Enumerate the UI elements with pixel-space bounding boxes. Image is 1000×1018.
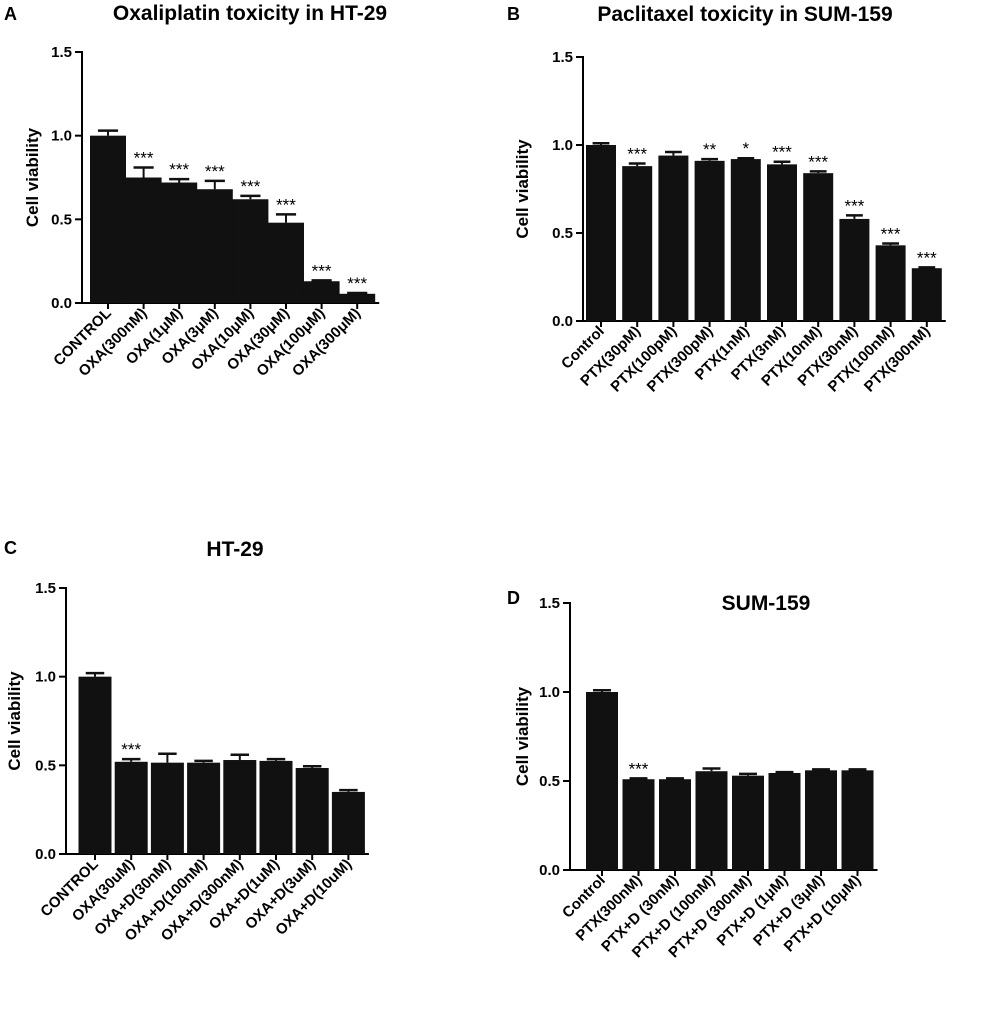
significance-label: *** (276, 195, 296, 214)
bar (78, 676, 112, 854)
chart-title: HT-29 (206, 538, 263, 561)
bar (161, 182, 198, 303)
panel-b: B Paclitaxel toxicity in SUM-159 Cell viab… (507, 3, 946, 396)
bar (586, 145, 616, 321)
bar (114, 761, 148, 854)
y-tick-label: 0.0 (552, 313, 573, 330)
significance-label: *** (917, 248, 937, 267)
bar (232, 199, 269, 303)
y-axis-label: Cell viability (5, 671, 24, 771)
significance-label: *** (347, 274, 367, 293)
significance-label: *** (629, 759, 649, 778)
y-axis-label: Cell viability (23, 127, 42, 227)
significance-label: *** (169, 160, 189, 179)
significance-label: ** (703, 140, 717, 159)
bar (730, 159, 761, 321)
bar (841, 770, 874, 870)
bar (196, 189, 233, 303)
panel-letter: D (507, 588, 520, 608)
bar (223, 760, 257, 854)
y-tick-label: 1.0 (51, 128, 72, 145)
bar (339, 293, 376, 303)
bar (622, 166, 653, 321)
significance-label: *** (881, 225, 901, 244)
significance-label: *** (121, 740, 141, 759)
bar (303, 281, 340, 303)
chart-title: Paclitaxel toxicity in SUM-159 (597, 3, 892, 26)
chart-title: Oxaliplatin toxicity in HT-29 (113, 2, 387, 25)
panel-letter: A (4, 4, 17, 24)
y-tick-label: 1.5 (51, 44, 72, 61)
bar (659, 779, 691, 870)
bar (259, 760, 293, 854)
bar (622, 779, 655, 870)
bar (125, 177, 162, 303)
bar (768, 772, 801, 870)
bar (767, 164, 797, 321)
bar (911, 268, 942, 321)
panel-letter: B (507, 4, 520, 24)
y-tick-label: 0.5 (51, 211, 72, 228)
bar (586, 692, 618, 870)
y-tick-label: 1.0 (552, 137, 573, 154)
chart-title: SUM-159 (722, 592, 811, 615)
y-axis-label: Cell viability (513, 139, 532, 239)
y-tick-label: 0.5 (35, 757, 56, 774)
significance-label: * (742, 139, 749, 158)
bar (658, 155, 689, 321)
significance-label: *** (205, 162, 225, 181)
significance-label: *** (240, 177, 260, 196)
panel-letter: C (4, 538, 17, 558)
bar (694, 160, 725, 321)
y-axis-label: Cell viability (513, 686, 532, 786)
y-tick-label: 0.5 (552, 225, 573, 242)
y-tick-label: 0.0 (35, 846, 56, 863)
bar (803, 173, 834, 321)
y-tick-label: 1.5 (35, 580, 56, 597)
significance-label: *** (772, 143, 792, 162)
y-tick-label: 1.0 (539, 684, 560, 701)
significance-label: *** (844, 196, 864, 215)
y-tick-label: 1.5 (552, 49, 573, 66)
bar (295, 767, 329, 854)
bar (805, 770, 837, 870)
panel-a: A Oxaliplatin toxicity in HT-29 Cell viabi… (4, 2, 387, 380)
significance-label: *** (134, 148, 154, 167)
y-tick-label: 1.0 (35, 669, 56, 686)
y-tick-label: 1.5 (539, 595, 560, 612)
bar (331, 791, 365, 854)
bar (732, 775, 764, 870)
bar (875, 245, 906, 321)
y-tick-label: 0.5 (539, 773, 560, 790)
bar (187, 762, 221, 854)
significance-label: *** (627, 144, 647, 163)
bar (695, 771, 728, 870)
bar (150, 762, 184, 854)
bar (268, 222, 304, 303)
significance-label: *** (808, 152, 828, 171)
significance-label: *** (312, 261, 332, 280)
bar (90, 135, 126, 303)
y-tick-label: 0.0 (51, 295, 72, 312)
bar (839, 218, 870, 321)
y-tick-label: 0.0 (539, 862, 560, 879)
